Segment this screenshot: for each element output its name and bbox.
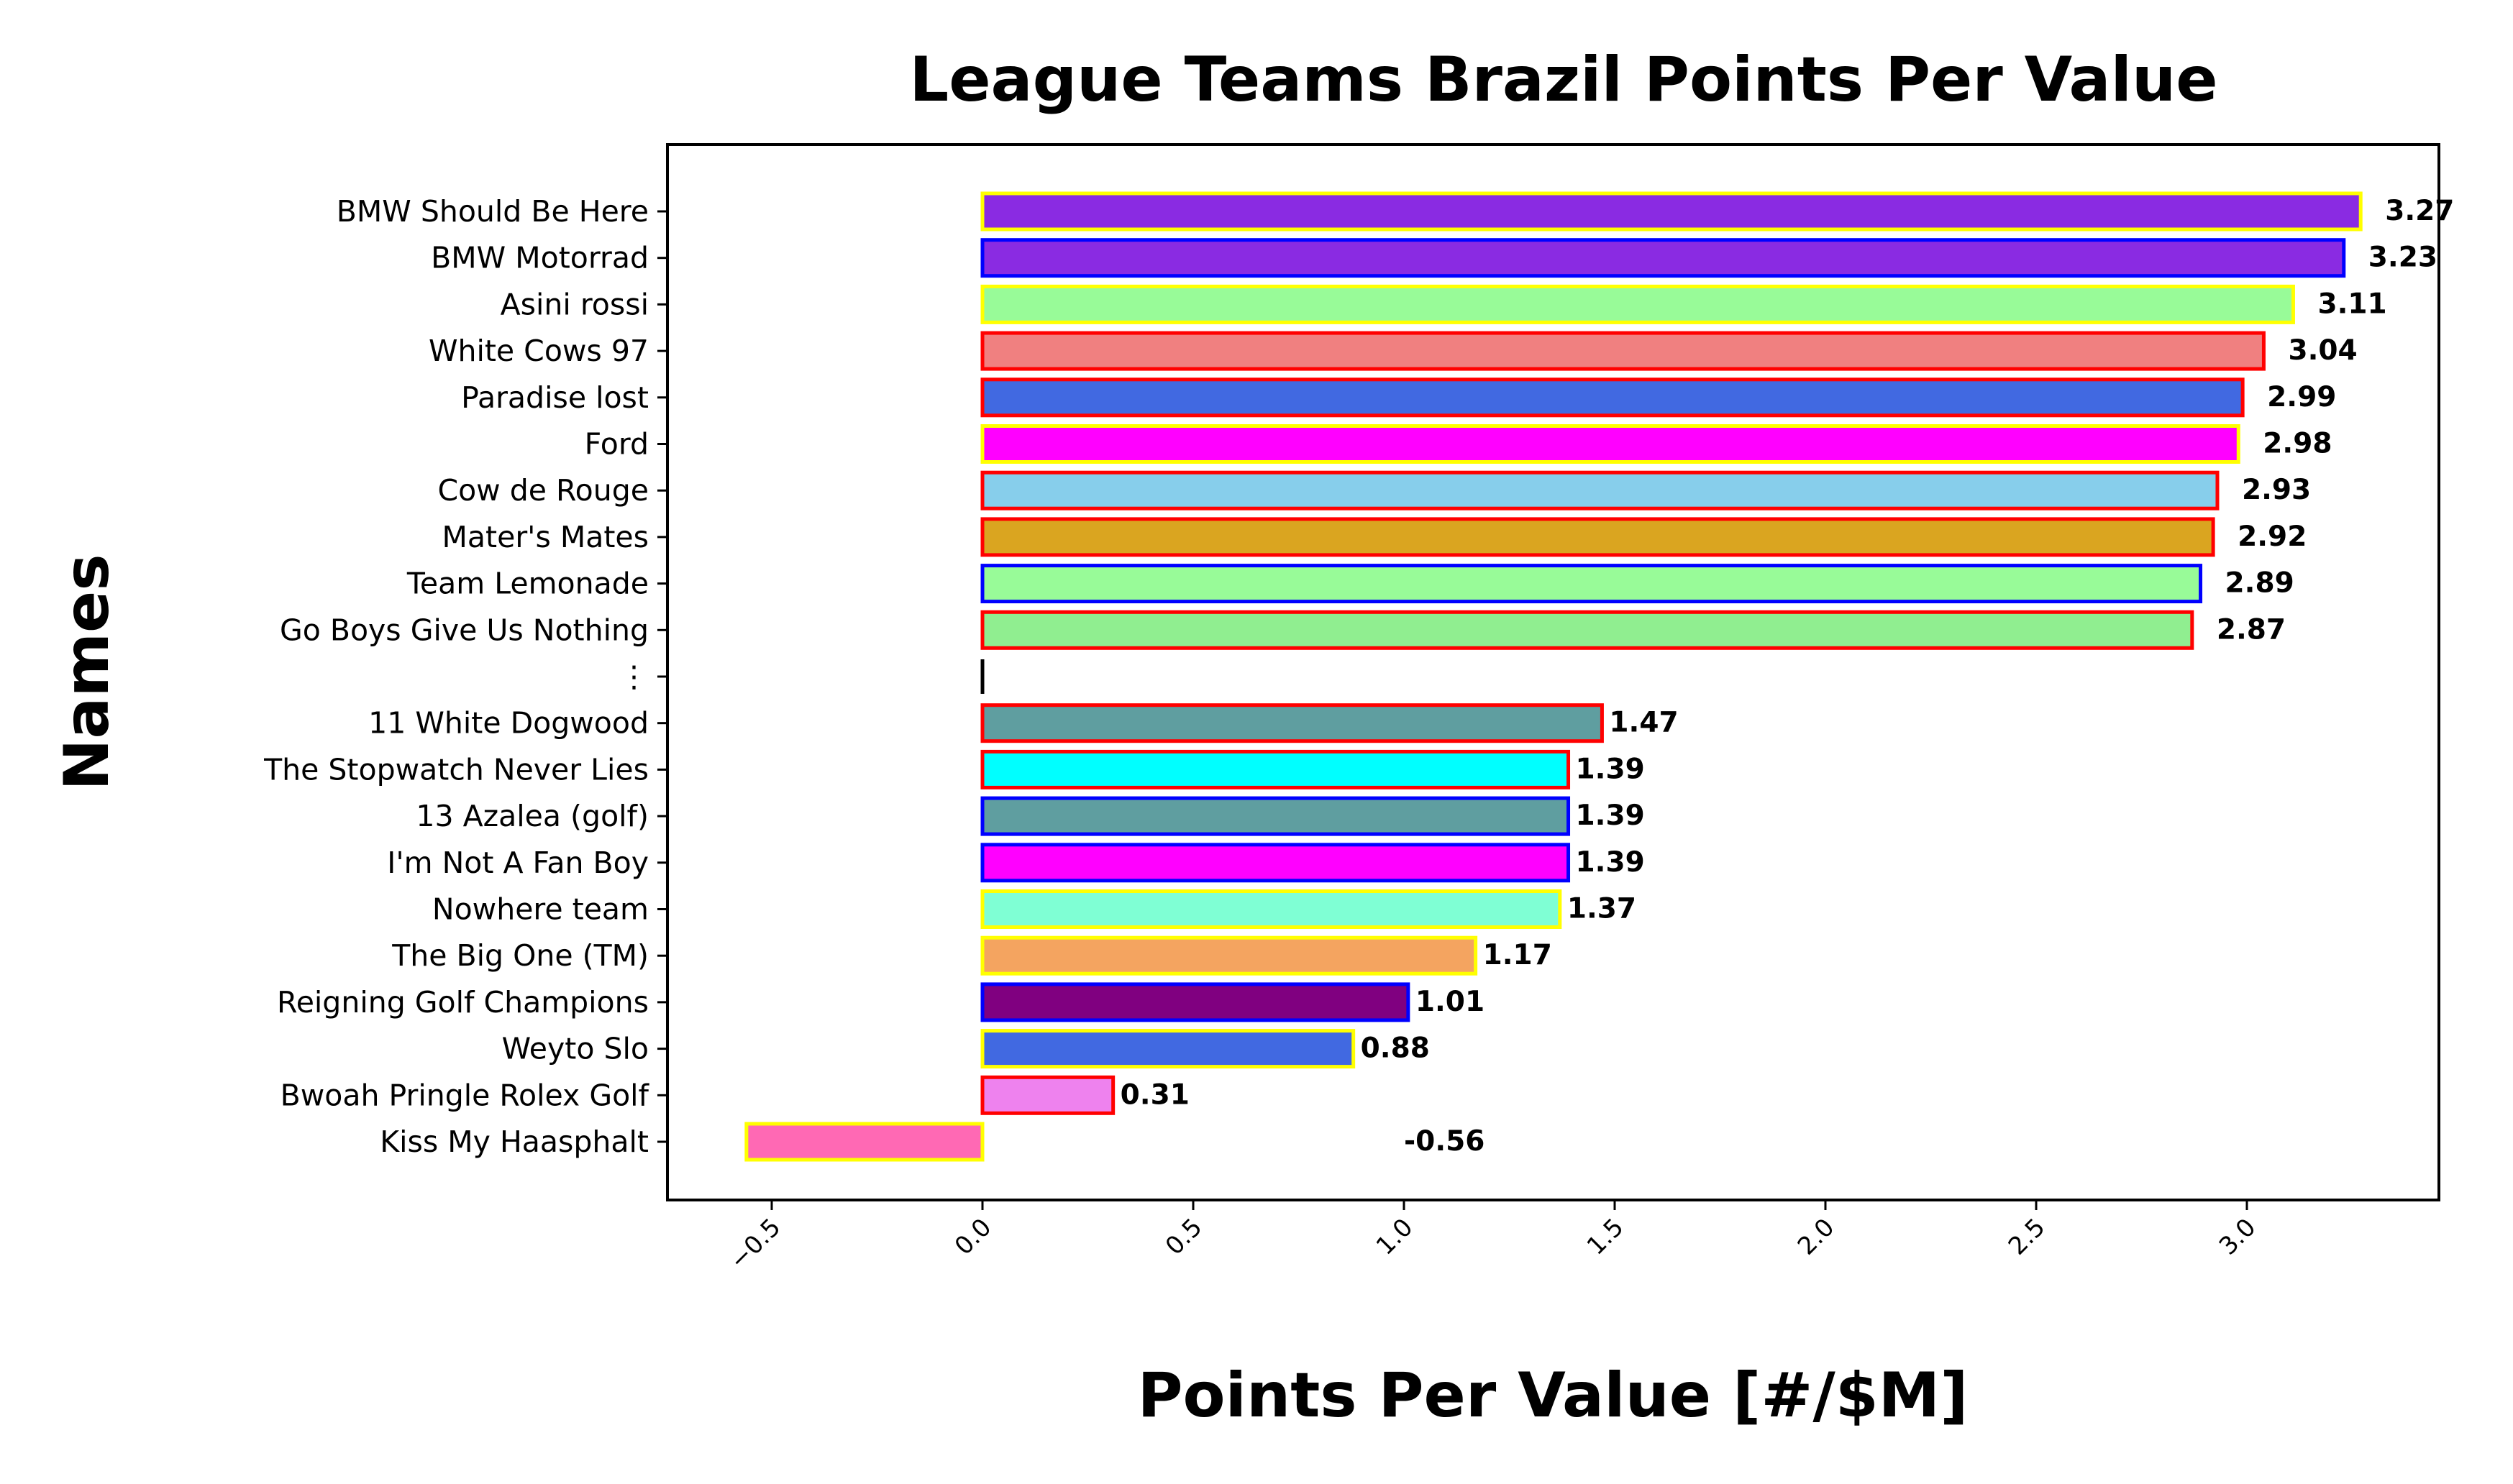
bar-value-label: 2.89	[2225, 567, 2294, 600]
bar	[980, 191, 2363, 232]
bar	[980, 610, 2194, 650]
y-axis-label: Names	[51, 554, 123, 790]
x-tick-label: 2.0	[1792, 1213, 1841, 1261]
bar-value-label: 2.92	[2238, 521, 2307, 553]
y-tick-label: 13 Azalea (golf)	[416, 799, 649, 833]
bar-value-label: 0.31	[1121, 1078, 1190, 1111]
bar-value-label: 1.17	[1483, 939, 1552, 971]
bar-value-label: 3.23	[2368, 242, 2437, 274]
bar	[980, 843, 1571, 883]
x-axis-ticks: −0.5 0.0 0.5 1.0 1.5 2.0 2.5 3.0	[724, 1200, 2262, 1275]
bar-value-label: 1.01	[1415, 986, 1484, 1018]
x-tick-label: 1.0	[1371, 1213, 1419, 1261]
bar-value-label: 2.98	[2263, 428, 2332, 460]
y-tick-label: Reigning Golf Champions	[277, 985, 649, 1020]
x-tick-label: 0.0	[949, 1213, 998, 1261]
y-tick-label: Mater's Mates	[442, 520, 649, 554]
y-tick-label: 11 White Dogwood	[368, 706, 649, 741]
plot-frame	[666, 143, 2440, 1201]
x-tick-label: −0.5	[724, 1213, 787, 1275]
y-tick-label: Paradise lost	[461, 380, 649, 415]
y-tick-label: BMW Motorrad	[431, 241, 649, 275]
y-tick-label: Kiss My Haasphalt	[380, 1125, 649, 1159]
bar	[980, 564, 2203, 604]
y-tick-label: I'm Not A Fan Boy	[387, 846, 649, 880]
y-tick-label: Asini rossi	[501, 287, 649, 321]
bar-value-label: 1.39	[1576, 846, 1645, 879]
bar	[980, 238, 2346, 278]
bar	[980, 377, 2245, 418]
bar	[980, 982, 1410, 1022]
bar	[980, 703, 1604, 743]
bar-value-label: -0.56	[1404, 1125, 1484, 1158]
y-tick-label: Team Lemonade	[406, 567, 649, 601]
bar	[980, 1075, 1116, 1115]
bar	[980, 424, 2240, 464]
chart-title: League Teams Brazil Points Per Value	[909, 44, 2217, 116]
bar-value-label: 0.88	[1361, 1032, 1430, 1065]
bar	[980, 1029, 1356, 1069]
bar	[980, 331, 2266, 371]
bar-value-label: 2.99	[2267, 381, 2336, 413]
bar-value-label: 3.04	[2288, 334, 2357, 367]
y-tick-label: The Big One (TM)	[391, 938, 649, 973]
bars-layer: 3.27 3.23 3.11 3.04 2.99 2.98 2.93 2.92 2.89 2.87…	[744, 191, 2454, 1162]
bar-value-label: 1.39	[1576, 800, 1645, 832]
x-tick-label: 3.0	[2214, 1213, 2262, 1261]
x-tick-label: 1.5	[1582, 1213, 1630, 1261]
y-tick-label: Cow de Rouge	[437, 473, 649, 508]
x-axis-label: Points Per Value [#/$M]	[1137, 1360, 1968, 1432]
y-tick-label: Weyto Slo	[502, 1032, 649, 1066]
bar	[744, 1122, 985, 1162]
bar-value-label: 1.47	[1609, 707, 1678, 739]
y-tick-label: White Cows 97	[429, 334, 649, 368]
bar	[980, 284, 2295, 324]
bar-value-label: 3.27	[2385, 195, 2454, 227]
bar-value-label: 2.93	[2242, 474, 2311, 506]
bar	[980, 749, 1571, 789]
bar	[980, 935, 1478, 976]
y-tick-label: The Stopwatch Never Lies	[263, 752, 649, 787]
bar-value-label: 3.11	[2317, 288, 2386, 320]
y-tick-label: BMW Should Be Here	[337, 194, 649, 229]
y-tick-label: ⋮	[619, 659, 649, 694]
bar	[980, 796, 1571, 836]
bar-value-label: 2.87	[2217, 613, 2286, 646]
y-tick-label: Bwoah Pringle Rolex Golf	[281, 1078, 650, 1112]
x-tick-label: 0.5	[1160, 1213, 1208, 1261]
y-tick-label: Ford	[585, 427, 649, 462]
y-tick-label: Go Boys Give Us Nothing	[280, 613, 649, 647]
x-tick-label: 2.5	[2003, 1213, 2051, 1261]
bar-value-label: 1.37	[1567, 893, 1636, 925]
bar	[980, 517, 2215, 557]
bar	[980, 889, 1562, 929]
y-axis-ticks: BMW Should Be Here BMW Motorrad Asini ross…	[263, 194, 667, 1159]
bar-value-label: 1.39	[1576, 753, 1645, 785]
y-tick-label: Nowhere team	[432, 892, 649, 927]
bar	[980, 470, 2220, 510]
